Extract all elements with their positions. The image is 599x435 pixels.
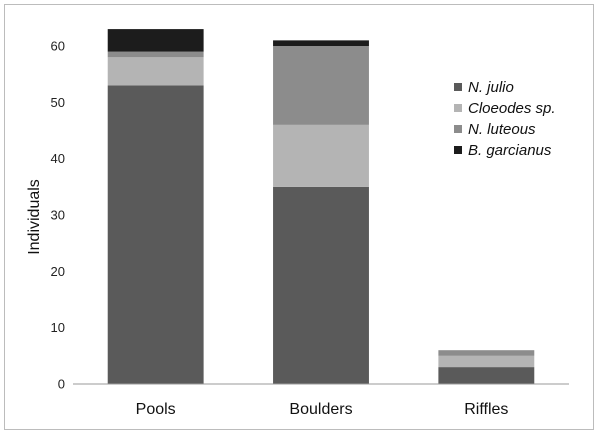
legend-label-1: Cloeodes sp.	[468, 100, 556, 117]
x-category-label-pools: Pools	[136, 401, 176, 418]
bar-segment-riffles-series-1	[438, 355, 535, 368]
bar-segment-riffles-series-0	[438, 367, 535, 384]
y-tick-label-0: 0	[58, 377, 65, 392]
y-tick-label-30: 30	[51, 208, 65, 223]
chart-frame: 0 10 20 30 40 50 60 Pools Boulders Riffles Indiv…	[4, 4, 594, 430]
legend-label-3: B. garcianus	[468, 142, 552, 159]
y-tick-labels: 0 10 20 30 40 50 60	[51, 39, 65, 392]
bar-segment-pools-series-1	[107, 57, 204, 86]
bar-segment-pools-series-2	[107, 51, 204, 58]
legend-label-2: N. luteous	[468, 121, 536, 138]
bar-segment-pools-series-0	[107, 85, 204, 384]
legend-swatch-3	[454, 146, 462, 154]
y-tick-label-20: 20	[51, 264, 65, 279]
x-category-label-boulders: Boulders	[289, 401, 352, 418]
bars-layer	[107, 29, 535, 384]
x-category-label-riffles: Riffles	[464, 401, 508, 418]
bar-segment-boulders-series-1	[273, 124, 369, 187]
y-axis-title: Individuals	[26, 179, 43, 255]
bar-segment-pools-series-3	[107, 29, 204, 52]
x-category-labels: Pools Boulders Riffles	[136, 401, 509, 418]
y-tick-label-10: 10	[51, 320, 65, 335]
legend-swatch-2	[454, 125, 462, 133]
bar-segment-boulders-series-0	[273, 186, 369, 384]
stacked-bar-chart: 0 10 20 30 40 50 60 Pools Boulders Riffles Indiv…	[26, 29, 569, 418]
legend-label-0: N. julio	[468, 79, 514, 96]
legend-swatch-0	[454, 83, 462, 91]
legend-swatch-1	[454, 104, 462, 112]
bar-segment-boulders-series-3	[273, 40, 369, 46]
bar-segment-boulders-series-2	[273, 46, 369, 125]
y-tick-label-50: 50	[51, 95, 65, 110]
y-tick-label-40: 40	[51, 151, 65, 166]
bar-segment-riffles-series-2	[438, 350, 535, 356]
legend: N. julio Cloeodes sp. N. luteous B. garcian…	[454, 79, 556, 159]
y-tick-label-60: 60	[51, 39, 65, 54]
